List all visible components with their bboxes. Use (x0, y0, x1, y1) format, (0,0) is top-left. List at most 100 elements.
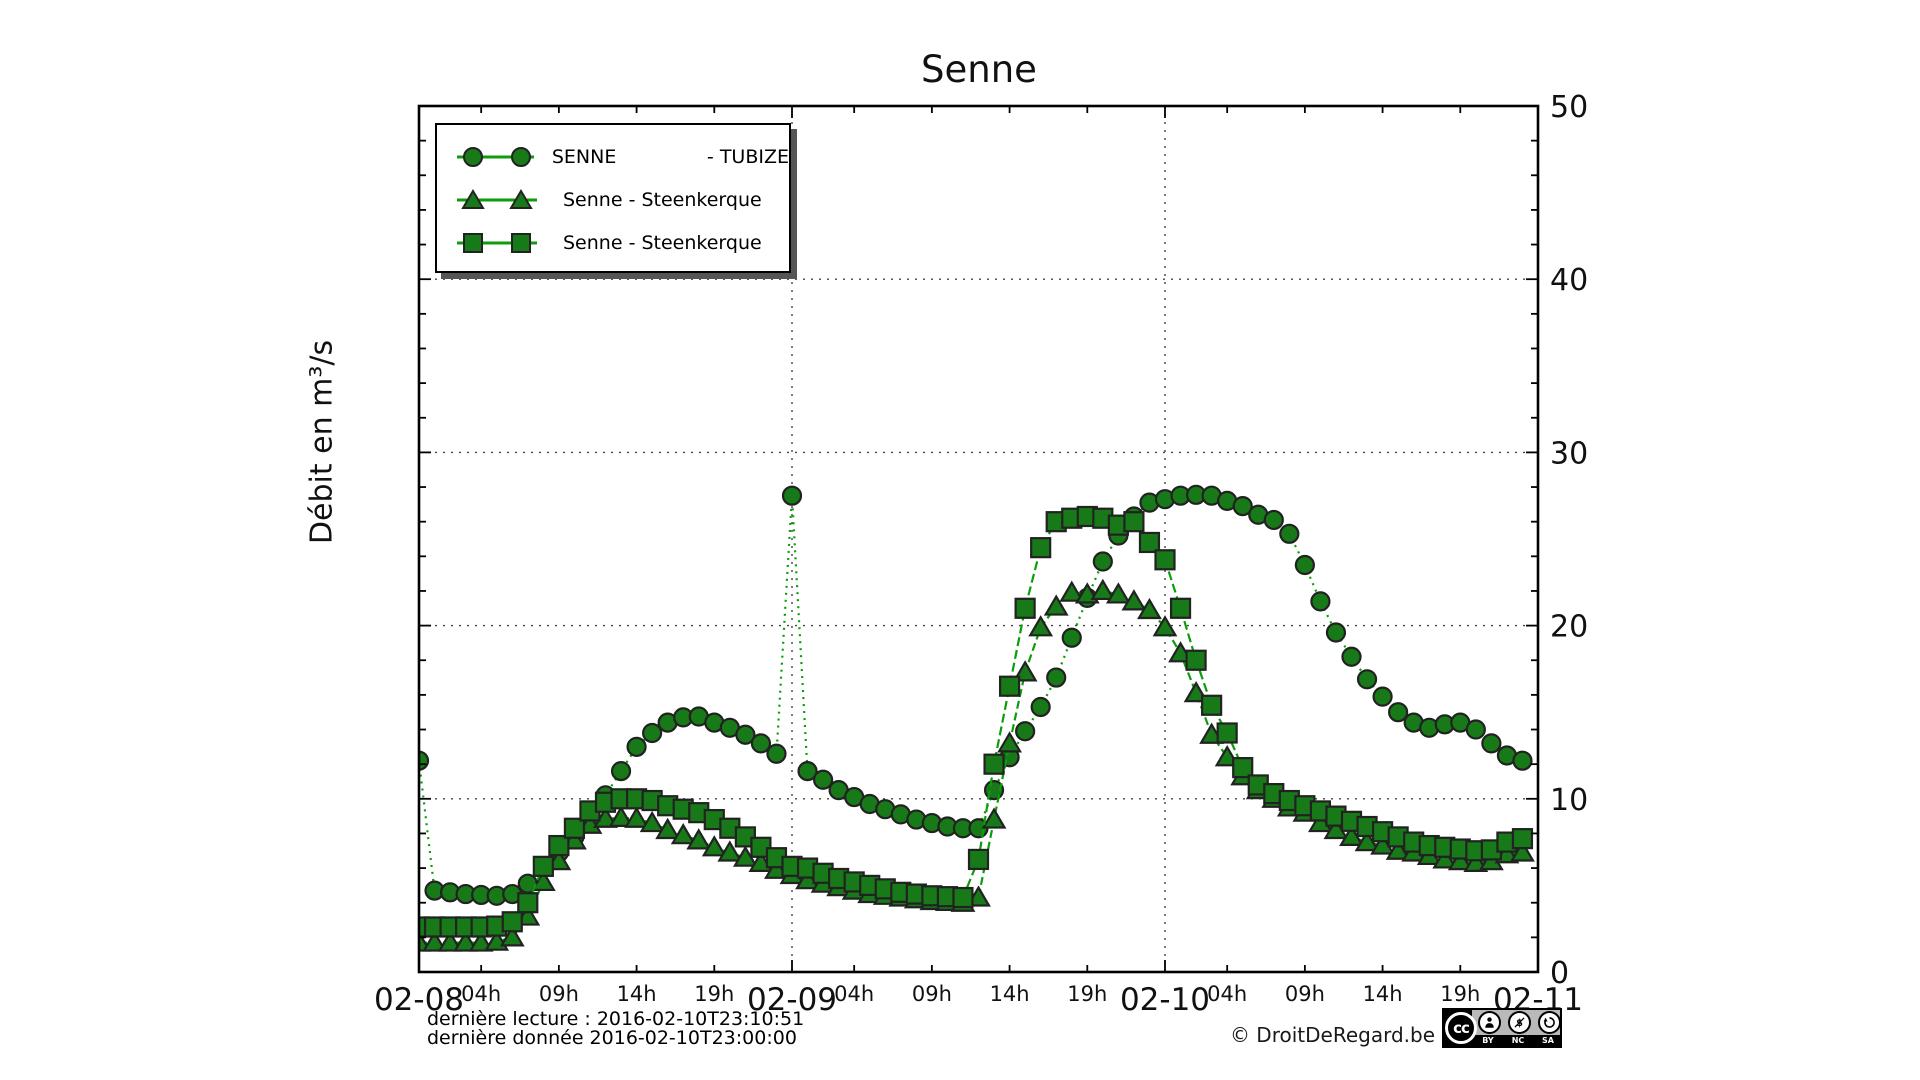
legend-item-steenkerque-2: Senne - Steenkerque (449, 221, 789, 264)
legend-item-steenkerque-1: Senne - Steenkerque (449, 178, 789, 221)
square-marker (532, 855, 554, 877)
cc-by-label: BY (1482, 1036, 1494, 1045)
legend-item-tubize: SENNE - TUBIZE (449, 135, 789, 178)
square-marker (517, 892, 539, 914)
copyright-credit: © DroitDeRegard.be (1229, 1023, 1435, 1047)
x-hour-label: 09h (912, 982, 952, 1006)
circle-marker (1046, 667, 1067, 688)
triangle-marker (453, 930, 479, 952)
triangle-marker (1121, 589, 1147, 611)
triangle-marker (655, 817, 681, 840)
x-hour-label: 09h (1285, 982, 1325, 1006)
square-marker (983, 753, 1005, 775)
plot-border (417, 104, 1540, 974)
square-marker (1138, 531, 1161, 554)
legend-marker-circle-icon (457, 146, 534, 167)
square-marker (1030, 537, 1052, 559)
triangle-marker (624, 806, 649, 828)
circle-marker (1030, 696, 1051, 718)
circle-marker (812, 769, 834, 790)
square-marker (1169, 597, 1192, 619)
x-day-label-02-10: 02-10 (1120, 982, 1210, 1018)
square-marker (1185, 649, 1207, 671)
legend-box: SENNE - TUBIZE Senne - Steenkerque Senne… (435, 123, 791, 273)
x-hour-label: 09h (539, 982, 579, 1006)
circle-marker (1263, 509, 1284, 531)
circle-marker (1061, 627, 1082, 648)
x-day-label-02-08: 02-08 (374, 982, 464, 1018)
x-hour-label: 14h (617, 982, 657, 1006)
circle-marker (1092, 551, 1113, 572)
x-hour-label: 04h (1207, 982, 1247, 1006)
triangle-marker (670, 822, 696, 845)
circle-marker (1356, 669, 1378, 690)
legend-marker-triangle-icon (457, 188, 537, 209)
cc-nc-label: NC (1511, 1036, 1525, 1045)
x-hour-label: 19h (1067, 982, 1107, 1006)
circle-marker (1388, 702, 1409, 723)
square-marker (967, 848, 990, 871)
cc-logo-icon: cc (1445, 1012, 1477, 1044)
x-hour-label: 19h (1440, 982, 1480, 1006)
footer-status: dernière lecture : 2016-02-10T23:10:51 d… (427, 1010, 804, 1048)
chart-title: Senne (921, 48, 1037, 91)
legend-label: Senne - Steenkerque (563, 188, 762, 211)
triangle-marker (1090, 578, 1116, 601)
y-tick-label-50: 50 (1550, 90, 1588, 125)
circle-marker (1310, 591, 1331, 612)
square-marker (1201, 694, 1223, 716)
x-hour-label: 14h (990, 982, 1030, 1006)
y-tick-label-20: 20 (1550, 610, 1588, 645)
triangle-marker (468, 930, 494, 952)
x-hour-label: 04h (834, 982, 874, 1006)
circle-marker (1325, 622, 1347, 643)
triangle-marker (1105, 582, 1131, 604)
legend-label: SENNE - TUBIZE (551, 145, 789, 168)
triangle-marker (1028, 615, 1054, 637)
circle-marker (626, 736, 647, 757)
y-tick-label-30: 30 (1550, 436, 1588, 471)
triangle-marker (530, 869, 556, 892)
square-marker (952, 886, 974, 909)
circle-marker (750, 733, 772, 754)
cc-sa-icon (1538, 1011, 1561, 1034)
cc-nc-icon: $ (1508, 1011, 1531, 1034)
circle-marker (1512, 750, 1533, 771)
circle-marker (781, 485, 803, 506)
circle-marker (1465, 719, 1486, 740)
square-marker (1123, 511, 1145, 533)
square-marker (998, 675, 1021, 697)
legend-marker-square-icon (457, 232, 537, 253)
triangle-marker (437, 930, 463, 952)
triangle-marker (701, 835, 727, 857)
circle-marker (735, 724, 756, 745)
cc-sa-label: SA (1542, 1036, 1554, 1045)
x-hour-label: 14h (1363, 982, 1403, 1006)
triangle-marker (717, 840, 743, 862)
circle-marker (419, 750, 430, 771)
y-tick-label-0: 0 (1550, 956, 1569, 991)
circle-marker (1279, 523, 1300, 544)
circle-marker (1294, 554, 1315, 576)
circle-marker (1481, 733, 1502, 754)
triangle-marker (1152, 615, 1178, 637)
triangle-marker (981, 807, 1007, 829)
series-group (419, 484, 1535, 952)
square-marker (501, 911, 523, 933)
x-hour-label: 19h (694, 982, 734, 1006)
cc-license-badge: cc $ BY NC SA (1442, 1008, 1562, 1048)
square-marker (1014, 597, 1036, 619)
y-tick-label-40: 40 (1550, 263, 1588, 298)
last-reading-text: dernière lecture : 2016-02-10T23:10:51 (427, 1008, 805, 1030)
circle-marker (610, 760, 632, 782)
circle-marker (1372, 686, 1393, 707)
triangle-marker (639, 810, 665, 833)
circle-marker (797, 760, 818, 782)
triangle-marker (1043, 594, 1069, 616)
triangle-marker (1059, 580, 1085, 602)
y-tick-label-10: 10 (1550, 783, 1588, 818)
legend-label: Senne - Steenkerque (563, 231, 762, 254)
x-day-label-02-09: 02-09 (747, 982, 837, 1018)
